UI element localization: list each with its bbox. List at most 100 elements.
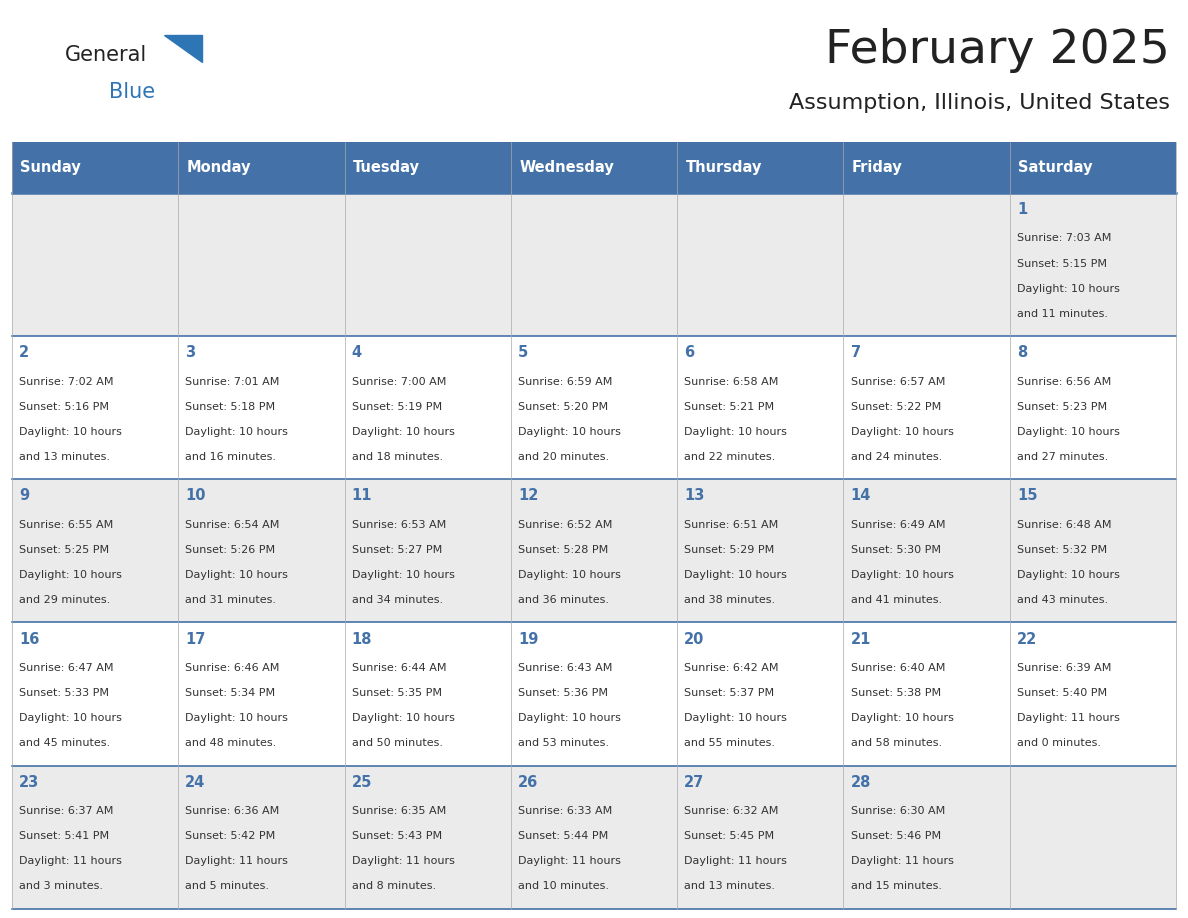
Text: Daylight: 10 hours: Daylight: 10 hours xyxy=(1017,427,1120,437)
Text: Daylight: 11 hours: Daylight: 11 hours xyxy=(352,856,455,867)
Text: Daylight: 10 hours: Daylight: 10 hours xyxy=(185,570,289,580)
Text: Sunrise: 6:43 AM: Sunrise: 6:43 AM xyxy=(518,663,612,673)
Text: Daylight: 10 hours: Daylight: 10 hours xyxy=(19,713,122,723)
Text: Sunrise: 6:32 AM: Sunrise: 6:32 AM xyxy=(684,806,778,816)
Text: and 5 minutes.: and 5 minutes. xyxy=(185,881,270,891)
Text: 12: 12 xyxy=(518,488,538,503)
Text: 26: 26 xyxy=(518,775,538,789)
Text: and 41 minutes.: and 41 minutes. xyxy=(851,595,942,605)
Text: Sunrise: 7:00 AM: Sunrise: 7:00 AM xyxy=(352,376,446,386)
Text: Sunset: 5:15 PM: Sunset: 5:15 PM xyxy=(1017,259,1107,269)
Text: 24: 24 xyxy=(185,775,206,789)
Text: Sunset: 5:34 PM: Sunset: 5:34 PM xyxy=(185,688,276,699)
Text: Sunday: Sunday xyxy=(20,160,81,175)
Text: Thursday: Thursday xyxy=(685,160,762,175)
Text: Tuesday: Tuesday xyxy=(353,160,419,175)
Text: Sunrise: 6:44 AM: Sunrise: 6:44 AM xyxy=(352,663,447,673)
Bar xyxy=(12,479,1176,622)
Text: Daylight: 10 hours: Daylight: 10 hours xyxy=(518,427,621,437)
Text: Sunset: 5:30 PM: Sunset: 5:30 PM xyxy=(851,545,941,555)
Text: 23: 23 xyxy=(19,775,39,789)
Text: and 50 minutes.: and 50 minutes. xyxy=(352,738,443,748)
Text: Sunrise: 6:58 AM: Sunrise: 6:58 AM xyxy=(684,376,778,386)
Text: and 3 minutes.: and 3 minutes. xyxy=(19,881,103,891)
Text: Saturday: Saturday xyxy=(1018,160,1093,175)
Text: Sunrise: 6:52 AM: Sunrise: 6:52 AM xyxy=(518,520,612,530)
Text: 21: 21 xyxy=(851,632,871,646)
Text: Daylight: 10 hours: Daylight: 10 hours xyxy=(518,570,621,580)
Bar xyxy=(1010,142,1176,193)
Text: Sunset: 5:38 PM: Sunset: 5:38 PM xyxy=(851,688,941,699)
Text: 17: 17 xyxy=(185,632,206,646)
Text: Sunset: 5:36 PM: Sunset: 5:36 PM xyxy=(518,688,608,699)
Text: 22: 22 xyxy=(1017,632,1037,646)
Bar xyxy=(12,193,1176,336)
Text: Daylight: 11 hours: Daylight: 11 hours xyxy=(19,856,122,867)
Text: February 2025: February 2025 xyxy=(826,28,1170,73)
Text: Sunset: 5:28 PM: Sunset: 5:28 PM xyxy=(518,545,608,555)
Text: Sunset: 5:40 PM: Sunset: 5:40 PM xyxy=(1017,688,1107,699)
Text: Assumption, Illinois, United States: Assumption, Illinois, United States xyxy=(789,93,1170,113)
Text: Daylight: 11 hours: Daylight: 11 hours xyxy=(851,856,954,867)
Text: Sunset: 5:45 PM: Sunset: 5:45 PM xyxy=(684,832,775,842)
Text: Sunset: 5:37 PM: Sunset: 5:37 PM xyxy=(684,688,775,699)
Text: 14: 14 xyxy=(851,488,871,503)
Text: and 38 minutes.: and 38 minutes. xyxy=(684,595,776,605)
Text: and 13 minutes.: and 13 minutes. xyxy=(19,452,110,462)
Text: and 15 minutes.: and 15 minutes. xyxy=(851,881,942,891)
Text: Sunrise: 7:01 AM: Sunrise: 7:01 AM xyxy=(185,376,279,386)
Text: Sunset: 5:41 PM: Sunset: 5:41 PM xyxy=(19,832,109,842)
Text: Sunset: 5:23 PM: Sunset: 5:23 PM xyxy=(1017,402,1107,412)
Text: 6: 6 xyxy=(684,345,695,360)
Text: 18: 18 xyxy=(352,632,372,646)
Text: and 45 minutes.: and 45 minutes. xyxy=(19,738,110,748)
Text: 11: 11 xyxy=(352,488,372,503)
Text: 5: 5 xyxy=(518,345,529,360)
Text: Sunset: 5:33 PM: Sunset: 5:33 PM xyxy=(19,688,109,699)
Text: and 53 minutes.: and 53 minutes. xyxy=(518,738,609,748)
Text: 15: 15 xyxy=(1017,488,1037,503)
Text: Monday: Monday xyxy=(187,160,251,175)
Text: 1: 1 xyxy=(1017,202,1028,217)
Text: and 36 minutes.: and 36 minutes. xyxy=(518,595,609,605)
Text: Sunrise: 6:47 AM: Sunrise: 6:47 AM xyxy=(19,663,114,673)
Bar xyxy=(12,142,178,193)
Text: Sunset: 5:25 PM: Sunset: 5:25 PM xyxy=(19,545,109,555)
Text: Daylight: 10 hours: Daylight: 10 hours xyxy=(684,427,788,437)
Text: 10: 10 xyxy=(185,488,206,503)
Polygon shape xyxy=(164,35,202,62)
Text: and 18 minutes.: and 18 minutes. xyxy=(352,452,443,462)
Bar xyxy=(12,336,1176,479)
Text: Sunrise: 6:36 AM: Sunrise: 6:36 AM xyxy=(185,806,279,816)
Text: Sunrise: 6:46 AM: Sunrise: 6:46 AM xyxy=(185,663,279,673)
Text: Daylight: 10 hours: Daylight: 10 hours xyxy=(684,713,788,723)
Text: Sunrise: 6:39 AM: Sunrise: 6:39 AM xyxy=(1017,663,1111,673)
Text: Sunset: 5:26 PM: Sunset: 5:26 PM xyxy=(185,545,276,555)
Text: Daylight: 11 hours: Daylight: 11 hours xyxy=(518,856,621,867)
Text: and 20 minutes.: and 20 minutes. xyxy=(518,452,609,462)
Text: Sunrise: 6:40 AM: Sunrise: 6:40 AM xyxy=(851,663,944,673)
Text: Sunrise: 6:33 AM: Sunrise: 6:33 AM xyxy=(518,806,612,816)
Text: Daylight: 10 hours: Daylight: 10 hours xyxy=(352,713,455,723)
Text: Daylight: 11 hours: Daylight: 11 hours xyxy=(185,856,289,867)
Text: Sunset: 5:20 PM: Sunset: 5:20 PM xyxy=(518,402,608,412)
Text: Sunrise: 6:37 AM: Sunrise: 6:37 AM xyxy=(19,806,113,816)
Text: 13: 13 xyxy=(684,488,704,503)
Text: and 13 minutes.: and 13 minutes. xyxy=(684,881,776,891)
Bar xyxy=(677,142,843,193)
Text: and 48 minutes.: and 48 minutes. xyxy=(185,738,277,748)
Text: 9: 9 xyxy=(19,488,30,503)
Text: Sunrise: 6:59 AM: Sunrise: 6:59 AM xyxy=(518,376,612,386)
Text: and 27 minutes.: and 27 minutes. xyxy=(1017,452,1108,462)
Text: Daylight: 11 hours: Daylight: 11 hours xyxy=(1017,713,1120,723)
Text: Sunrise: 6:55 AM: Sunrise: 6:55 AM xyxy=(19,520,113,530)
Text: 16: 16 xyxy=(19,632,39,646)
Text: Daylight: 10 hours: Daylight: 10 hours xyxy=(19,427,122,437)
Text: Sunrise: 6:54 AM: Sunrise: 6:54 AM xyxy=(185,520,279,530)
Text: Daylight: 10 hours: Daylight: 10 hours xyxy=(851,570,954,580)
Text: and 31 minutes.: and 31 minutes. xyxy=(185,595,277,605)
Text: Daylight: 10 hours: Daylight: 10 hours xyxy=(851,713,954,723)
Text: Blue: Blue xyxy=(109,82,156,102)
Text: Sunset: 5:46 PM: Sunset: 5:46 PM xyxy=(851,832,941,842)
Text: Sunrise: 7:02 AM: Sunrise: 7:02 AM xyxy=(19,376,114,386)
